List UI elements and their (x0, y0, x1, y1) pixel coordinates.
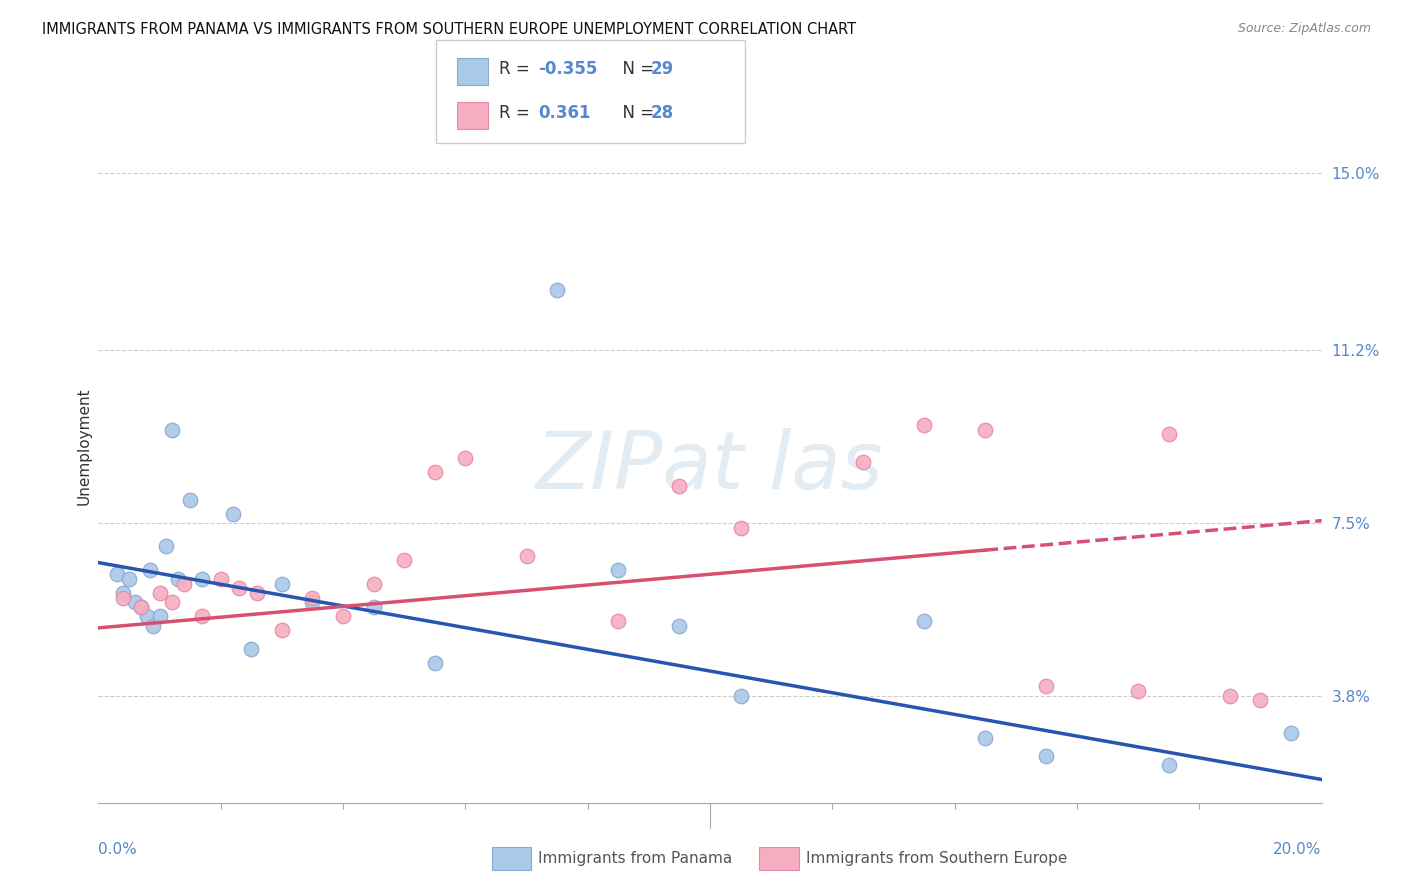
Point (546, 283, 568, 297)
Text: ZIPat las: ZIPat las (536, 428, 884, 507)
Point (136, 609, 159, 624)
Point (912, 417, 935, 432)
Text: IMMIGRANTS FROM PANAMA VS IMMIGRANTS FROM SOUTHERN EUROPE UNEMPLOYMENT CORRELATI: IMMIGRANTS FROM PANAMA VS IMMIGRANTS FRO… (42, 22, 856, 37)
Point (149, 586, 172, 600)
Point (974, 731, 997, 745)
Point (179, 492, 201, 507)
Y-axis label: Unemployment: Unemployment (76, 387, 91, 505)
Point (129, 599, 152, 614)
Point (240, 641, 263, 656)
Point (1219, 689, 1241, 703)
Point (363, 599, 385, 614)
Point (222, 507, 245, 521)
Point (173, 576, 195, 591)
Point (155, 539, 177, 553)
Point (668, 478, 690, 492)
Point (129, 599, 152, 614)
Point (454, 450, 477, 465)
Point (1035, 749, 1057, 764)
Point (167, 572, 190, 586)
Point (142, 618, 165, 632)
Point (730, 521, 752, 535)
Text: N =: N = (612, 60, 659, 78)
Point (270, 624, 294, 638)
Point (363, 576, 385, 591)
Point (730, 689, 752, 703)
Point (139, 563, 162, 577)
Point (124, 595, 146, 609)
Point (668, 618, 690, 632)
Point (974, 423, 997, 437)
Point (1250, 693, 1272, 707)
Point (111, 586, 134, 600)
Point (191, 609, 214, 624)
Text: -0.355: -0.355 (538, 60, 598, 78)
Point (111, 591, 134, 605)
Text: R =: R = (499, 104, 540, 122)
Point (160, 595, 183, 609)
Point (912, 614, 935, 628)
Point (149, 609, 172, 624)
Point (516, 549, 538, 563)
Point (301, 595, 323, 609)
Text: 0.0%: 0.0% (98, 842, 138, 856)
Text: R =: R = (499, 60, 536, 78)
Text: 20.0%: 20.0% (1274, 842, 1322, 856)
Point (270, 576, 294, 591)
Text: 28: 28 (651, 104, 673, 122)
Point (228, 581, 250, 595)
Point (1279, 726, 1302, 740)
Point (1157, 758, 1180, 772)
Point (191, 572, 214, 586)
Text: 29: 29 (651, 60, 675, 78)
Point (209, 572, 232, 586)
Point (160, 423, 183, 437)
Text: Immigrants from Panama: Immigrants from Panama (538, 851, 733, 865)
Point (423, 656, 446, 670)
Text: 0.361: 0.361 (538, 104, 591, 122)
Point (392, 553, 416, 567)
Text: Immigrants from Southern Europe: Immigrants from Southern Europe (806, 851, 1067, 865)
Point (607, 563, 630, 577)
Point (1128, 684, 1150, 698)
Text: Source: ZipAtlas.com: Source: ZipAtlas.com (1237, 22, 1371, 36)
Point (246, 586, 269, 600)
Point (1035, 679, 1057, 693)
Point (118, 572, 141, 586)
Point (1157, 427, 1180, 442)
Point (301, 591, 323, 605)
Point (105, 567, 128, 582)
Point (852, 455, 875, 469)
Text: N =: N = (612, 104, 659, 122)
Point (607, 614, 630, 628)
Point (423, 465, 446, 479)
Point (332, 609, 354, 624)
